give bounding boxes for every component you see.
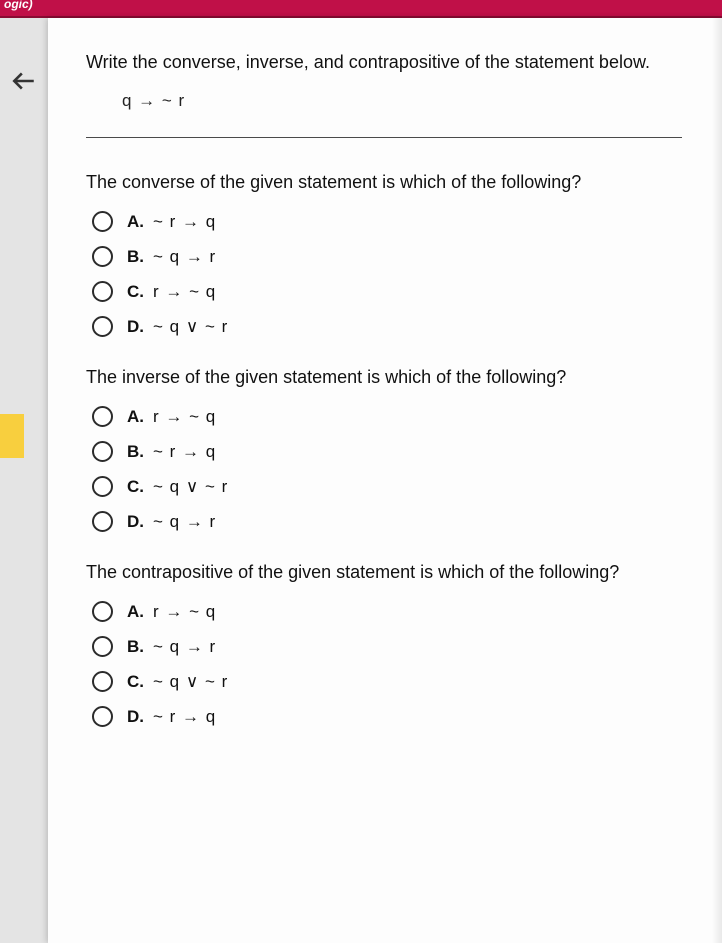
section-contrapositive: The contrapositive of the given statemen…: [86, 562, 682, 727]
option-letter: B.: [127, 637, 153, 657]
option-expression: ~ r → q: [153, 442, 216, 462]
radio-icon[interactable]: [92, 511, 113, 532]
radio-icon[interactable]: [92, 211, 113, 232]
option-letter: D.: [127, 512, 153, 532]
option-row[interactable]: D. ~ r → q: [92, 706, 682, 727]
option-row[interactable]: A. r → ~ q: [92, 601, 682, 622]
radio-icon[interactable]: [92, 601, 113, 622]
radio-icon[interactable]: [92, 406, 113, 427]
left-rail: [0, 18, 48, 943]
question-prompt: Write the converse, inverse, and contrap…: [86, 52, 682, 73]
option-letter: B.: [127, 442, 153, 462]
section-inverse: The inverse of the given statement is wh…: [86, 367, 682, 532]
option-letter: D.: [127, 707, 153, 727]
section-question: The converse of the given statement is w…: [86, 172, 682, 193]
option-expression: ~ q → r: [153, 637, 216, 657]
option-row[interactable]: A. ~ r → q: [92, 211, 682, 232]
option-row[interactable]: C. ~ q ∨ ~ r: [92, 671, 682, 692]
option-expression: ~ q ∨ ~ r: [153, 477, 228, 497]
divider: [86, 137, 682, 138]
option-expression: r → ~ q: [153, 282, 216, 302]
given-statement: q → ~ r: [122, 91, 682, 111]
radio-icon[interactable]: [92, 476, 113, 497]
section-marker: [0, 414, 24, 458]
option-expression: ~ r → q: [153, 707, 216, 727]
radio-icon[interactable]: [92, 281, 113, 302]
option-expression: ~ r → q: [153, 212, 216, 232]
option-expression: ~ q → r: [153, 512, 216, 532]
option-letter: B.: [127, 247, 153, 267]
section-question: The contrapositive of the given statemen…: [86, 562, 682, 583]
option-letter: A.: [127, 407, 153, 427]
option-expression: r → ~ q: [153, 407, 216, 427]
option-row[interactable]: B. ~ q → r: [92, 636, 682, 657]
option-letter: D.: [127, 317, 153, 337]
option-row[interactable]: A. r → ~ q: [92, 406, 682, 427]
option-expression: ~ q ∨ ~ r: [153, 317, 228, 337]
option-row[interactable]: B. ~ r → q: [92, 441, 682, 462]
right-shadow: [712, 18, 722, 943]
back-button[interactable]: [3, 60, 45, 102]
radio-icon[interactable]: [92, 706, 113, 727]
option-expression: ~ q ∨ ~ r: [153, 672, 228, 692]
breadcrumb-fragment: ogic): [4, 0, 33, 11]
option-letter: C.: [127, 282, 153, 302]
section-converse: The converse of the given statement is w…: [86, 172, 682, 337]
option-row[interactable]: D. ~ q ∨ ~ r: [92, 316, 682, 337]
option-letter: A.: [127, 602, 153, 622]
question-page: Write the converse, inverse, and contrap…: [48, 18, 722, 943]
radio-icon[interactable]: [92, 671, 113, 692]
option-row[interactable]: D. ~ q → r: [92, 511, 682, 532]
option-row[interactable]: B. ~ q → r: [92, 246, 682, 267]
radio-icon[interactable]: [92, 441, 113, 462]
radio-icon[interactable]: [92, 636, 113, 657]
option-letter: A.: [127, 212, 153, 232]
arrow-left-icon: [11, 68, 37, 94]
option-letter: C.: [127, 477, 153, 497]
option-row[interactable]: C. ~ q ∨ ~ r: [92, 476, 682, 497]
radio-icon[interactable]: [92, 316, 113, 337]
section-question: The inverse of the given statement is wh…: [86, 367, 682, 388]
option-expression: ~ q → r: [153, 247, 216, 267]
option-letter: C.: [127, 672, 153, 692]
option-row[interactable]: C. r → ~ q: [92, 281, 682, 302]
main-layout: Write the converse, inverse, and contrap…: [0, 18, 722, 943]
radio-icon[interactable]: [92, 246, 113, 267]
option-expression: r → ~ q: [153, 602, 216, 622]
header-bar: ogic): [0, 0, 722, 18]
